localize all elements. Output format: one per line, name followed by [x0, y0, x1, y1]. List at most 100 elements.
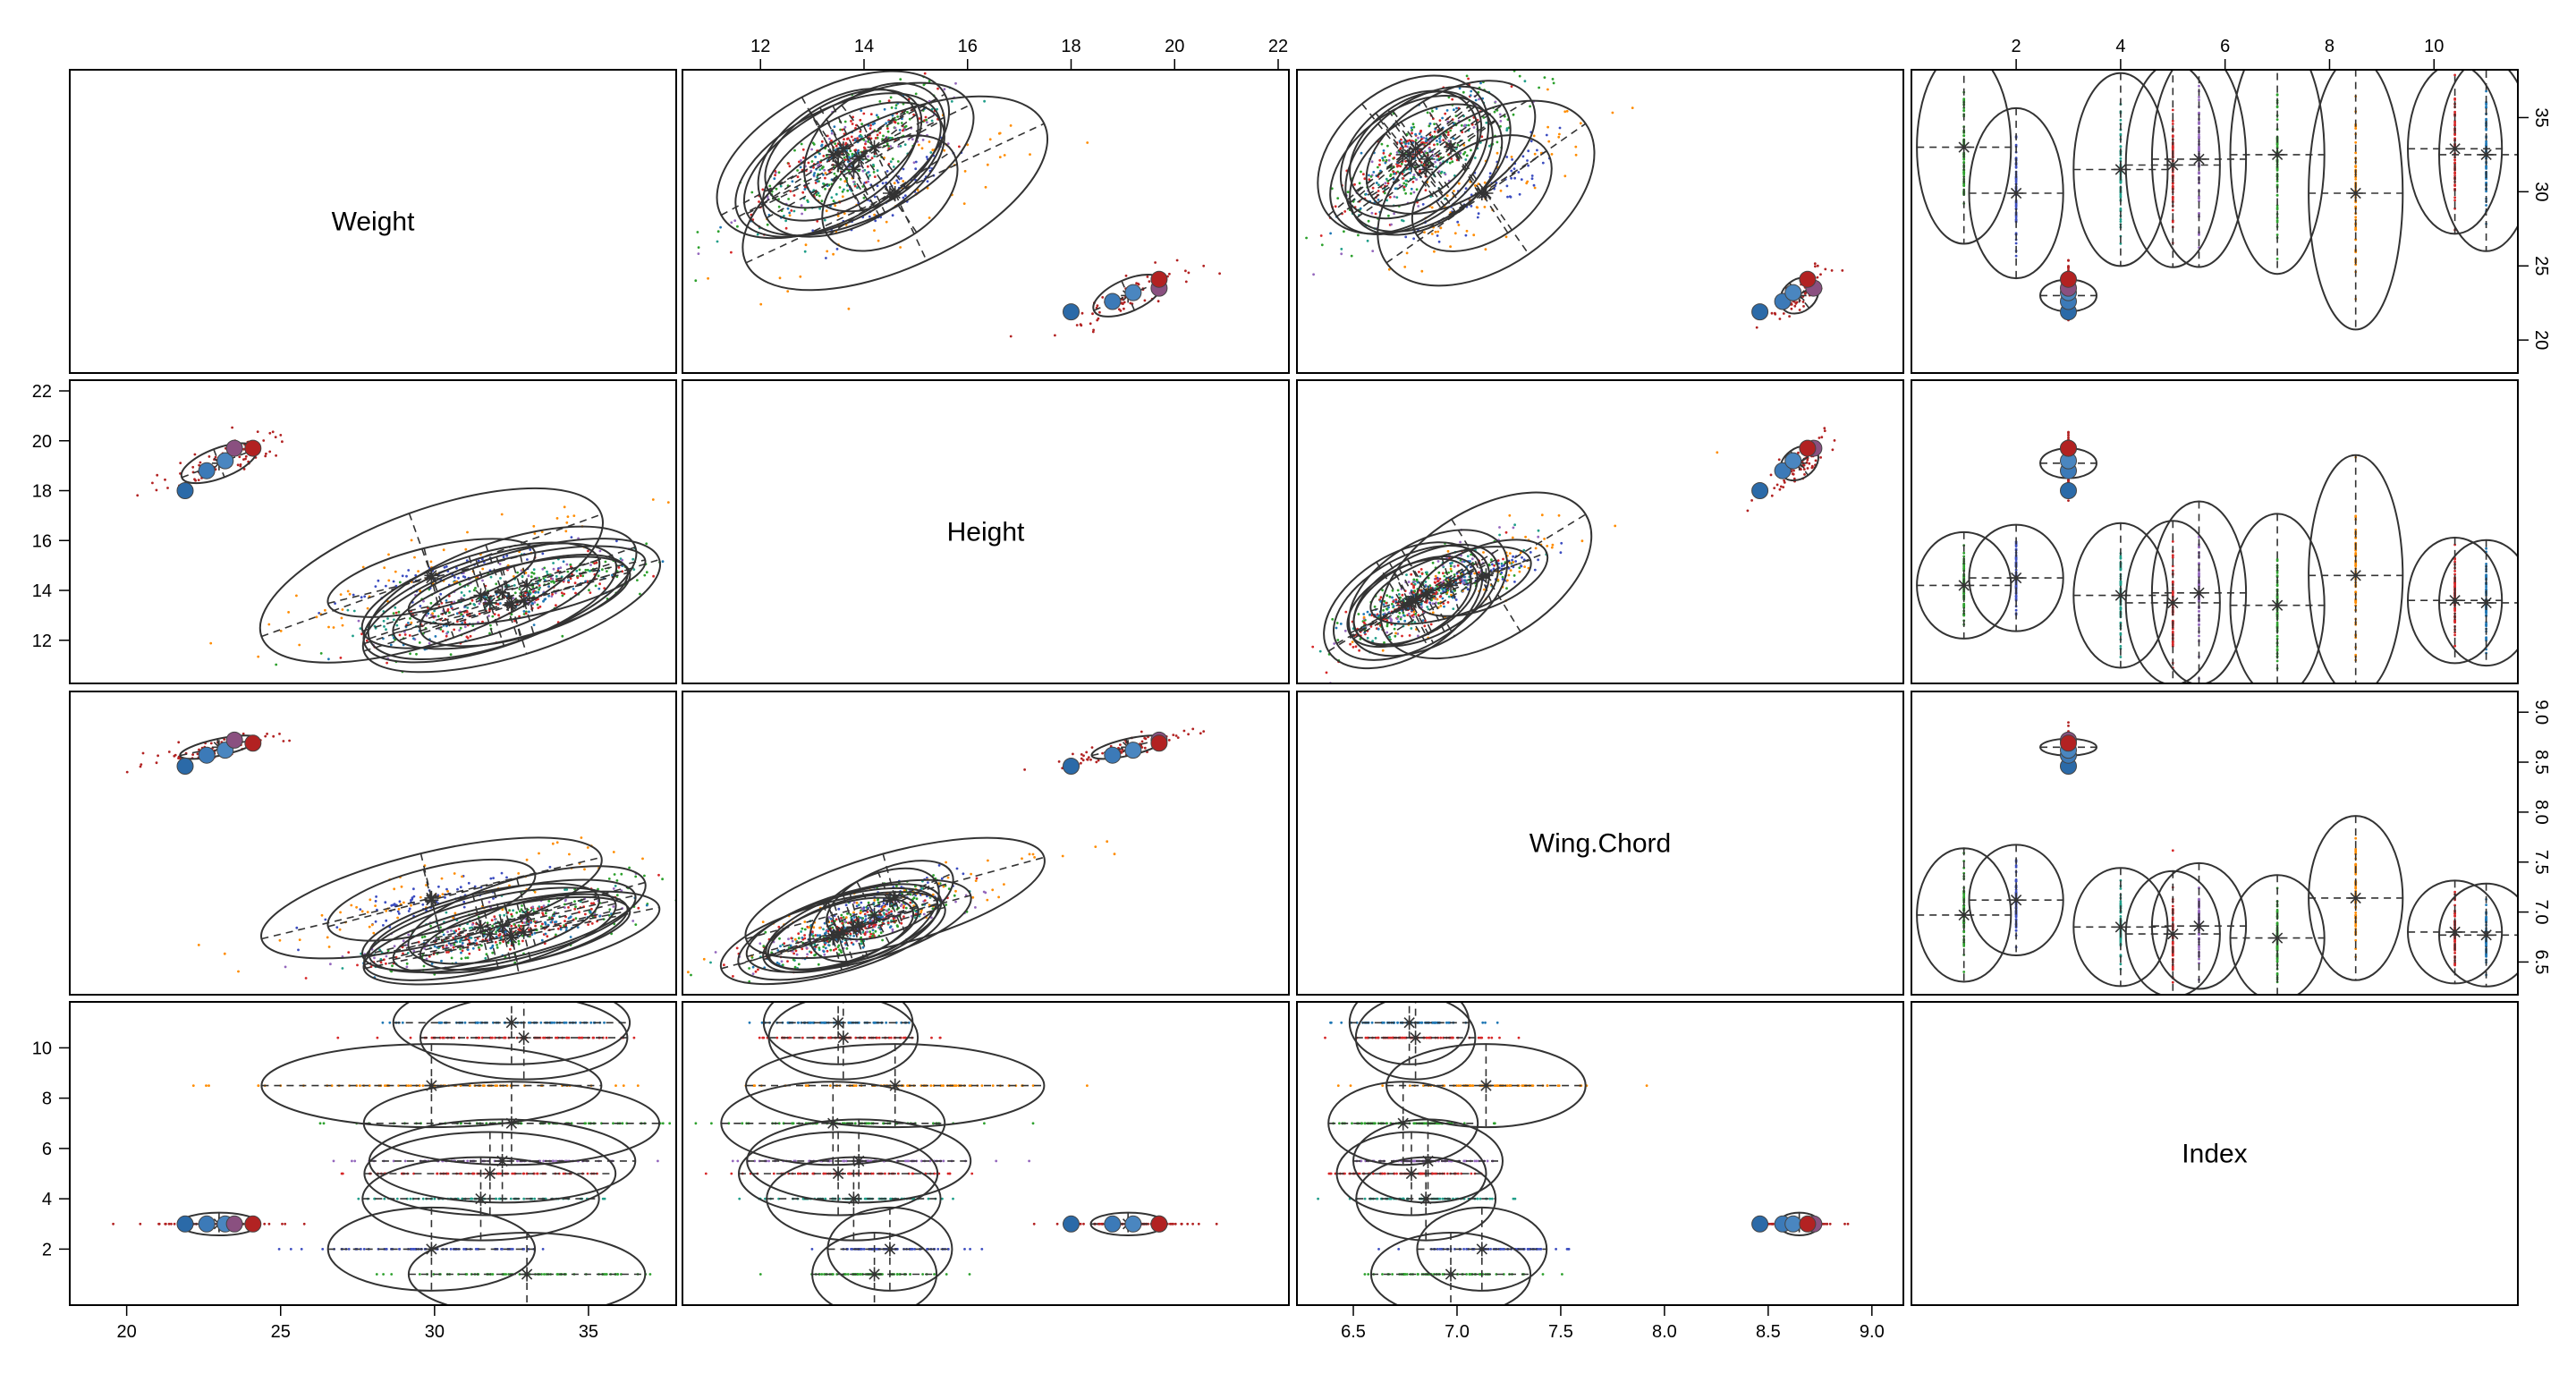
data-point	[418, 641, 421, 644]
data-point	[1336, 639, 1340, 641]
data-point	[2453, 560, 2457, 564]
data-point	[2119, 633, 2123, 636]
ellipse-major-axis	[408, 559, 646, 612]
data-point	[958, 145, 961, 148]
data-point	[766, 223, 769, 226]
data-point	[298, 643, 301, 647]
data-point	[1399, 617, 1402, 621]
data-point	[334, 602, 336, 605]
data-point	[1402, 182, 1406, 185]
data-point	[786, 290, 790, 293]
data-point	[382, 619, 386, 623]
data-point	[634, 875, 638, 878]
data-point	[1536, 148, 1538, 152]
data-point	[1393, 157, 1396, 159]
data-point	[387, 579, 391, 582]
data-point	[533, 532, 537, 535]
data-point	[2171, 554, 2174, 557]
data-point	[1415, 188, 1419, 191]
data-point	[1540, 513, 1544, 517]
data-point	[1411, 181, 1415, 183]
data-point	[1777, 458, 1781, 462]
data-point	[1359, 207, 1362, 210]
data-point	[2119, 568, 2123, 571]
data-point	[429, 601, 433, 605]
data-point	[815, 193, 818, 197]
panel-Weight-vs-Index	[1911, 69, 2519, 374]
data-point	[431, 612, 434, 615]
data-point	[460, 957, 463, 960]
data-point	[405, 962, 409, 965]
data-point	[1362, 621, 1366, 624]
data-point	[262, 439, 266, 442]
data-point	[459, 626, 462, 630]
data-point	[1962, 604, 1966, 607]
data-point	[385, 954, 388, 958]
data-point	[1476, 216, 1479, 219]
cluster-point	[1784, 284, 1802, 301]
data-point	[1378, 163, 1381, 166]
data-point	[1096, 304, 1099, 307]
data-point	[1512, 561, 1515, 564]
data-point	[1451, 98, 1454, 101]
data-point	[1368, 613, 1371, 616]
data-point	[1339, 623, 1343, 625]
data-point	[513, 575, 515, 578]
data-point	[1377, 615, 1380, 617]
data-point	[896, 181, 900, 184]
data-point	[1422, 136, 1426, 140]
data-point	[398, 900, 402, 903]
data-point	[1498, 526, 1501, 529]
panel-frame	[682, 69, 1290, 374]
data-point	[1433, 250, 1436, 253]
data-point	[587, 549, 589, 553]
data-point	[1524, 535, 1527, 539]
data-point	[825, 209, 828, 213]
data-point	[954, 81, 957, 85]
data-point	[561, 594, 564, 598]
data-point	[268, 450, 272, 454]
data-point	[848, 156, 851, 159]
group-center-marker	[2348, 568, 2363, 583]
cluster-point	[1784, 452, 1802, 470]
data-point	[891, 157, 894, 161]
data-point	[513, 591, 517, 595]
data-point	[716, 240, 719, 243]
data-point	[492, 877, 495, 879]
data-point	[736, 225, 739, 228]
data-point	[612, 905, 615, 908]
data-point	[1396, 589, 1400, 592]
data-point	[978, 61, 980, 64]
data-point	[843, 120, 847, 123]
data-point	[1433, 143, 1436, 147]
data-point	[1509, 569, 1513, 572]
data-point	[2453, 644, 2457, 648]
data-point	[1407, 142, 1411, 145]
data-point	[835, 192, 838, 196]
data-point	[632, 568, 636, 571]
data-point	[402, 939, 405, 943]
data-point	[1532, 183, 1536, 187]
data-point	[540, 530, 544, 533]
data-point	[891, 214, 894, 217]
data-point	[209, 742, 213, 745]
data-point	[409, 617, 411, 620]
data-point	[865, 181, 868, 184]
data-point	[487, 615, 490, 617]
data-point	[1385, 601, 1388, 605]
data-point	[800, 159, 802, 162]
data-point	[983, 99, 986, 103]
data-point	[2275, 118, 2279, 122]
data-point	[486, 921, 489, 925]
data-point	[1364, 703, 1367, 706]
data-point	[542, 599, 545, 603]
data-point	[852, 181, 855, 183]
data-point	[1410, 126, 1413, 130]
data-point	[2453, 199, 2457, 202]
data-point	[589, 591, 592, 594]
data-point	[2485, 190, 2488, 193]
data-point	[1557, 135, 1561, 139]
data-point	[1374, 637, 1377, 640]
data-point	[1792, 477, 1796, 480]
data-point	[1453, 573, 1456, 576]
